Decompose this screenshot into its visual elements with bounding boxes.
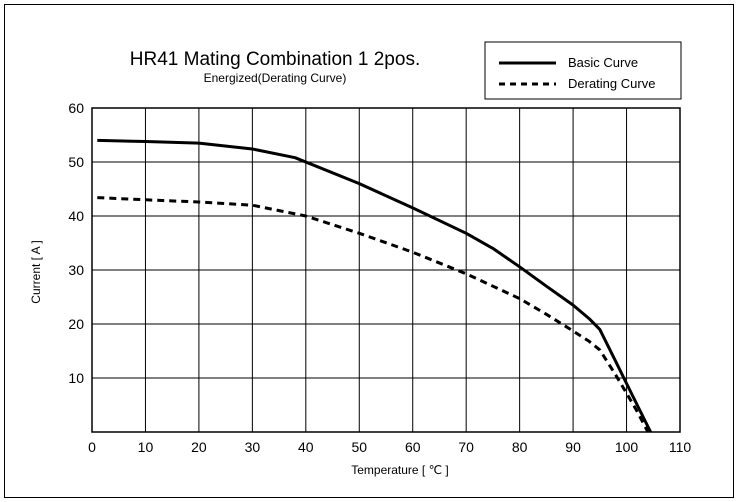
series-line-derating-curve <box>97 196 650 433</box>
legend: Basic Curve Derating Curve <box>484 41 682 100</box>
x-tick-label: 100 <box>615 439 639 455</box>
legend-label-basic: Basic Curve <box>568 55 638 70</box>
y-tick-label: 20 <box>68 316 84 332</box>
x-tick-label: 90 <box>565 439 581 455</box>
plot-area-border <box>91 107 681 433</box>
y-tick-labels: 10 20 30 40 50 60 <box>68 100 84 386</box>
chart-subtitle: Energized(Derating Curve) <box>204 71 347 85</box>
series-line-basic-curve <box>97 138 652 433</box>
x-tick-label: 0 <box>88 439 96 455</box>
x-tick-label: 30 <box>245 439 261 455</box>
legend-label-derating: Derating Curve <box>568 76 655 91</box>
x-tick-label: 20 <box>191 439 207 455</box>
x-axis-label: Temperature [ ℃ ] <box>351 463 449 477</box>
legend-box <box>484 41 682 100</box>
x-tick-label: 10 <box>138 439 154 455</box>
y-tick-label: 60 <box>68 100 84 116</box>
x-tick-label: 110 <box>669 439 692 455</box>
y-tick-label: 50 <box>68 154 84 170</box>
series-layer <box>97 138 652 433</box>
x-tick-label: 80 <box>512 439 528 455</box>
y-tick-label: 30 <box>68 262 84 278</box>
x-tick-label: 50 <box>351 439 367 455</box>
grid-lines <box>91 107 681 432</box>
y-axis-label: Current [ A ] <box>29 240 43 303</box>
y-tick-label: 10 <box>68 370 84 386</box>
x-tick-labels: 0 10 20 30 40 50 60 70 80 90 100 110 <box>88 439 691 455</box>
y-tick-label: 40 <box>68 208 84 224</box>
x-tick-label: 60 <box>405 439 421 455</box>
chart-title: HR41 Mating Combination 1 2pos. <box>130 49 420 70</box>
x-tick-label: 70 <box>458 439 474 455</box>
x-tick-label: 40 <box>298 439 314 455</box>
